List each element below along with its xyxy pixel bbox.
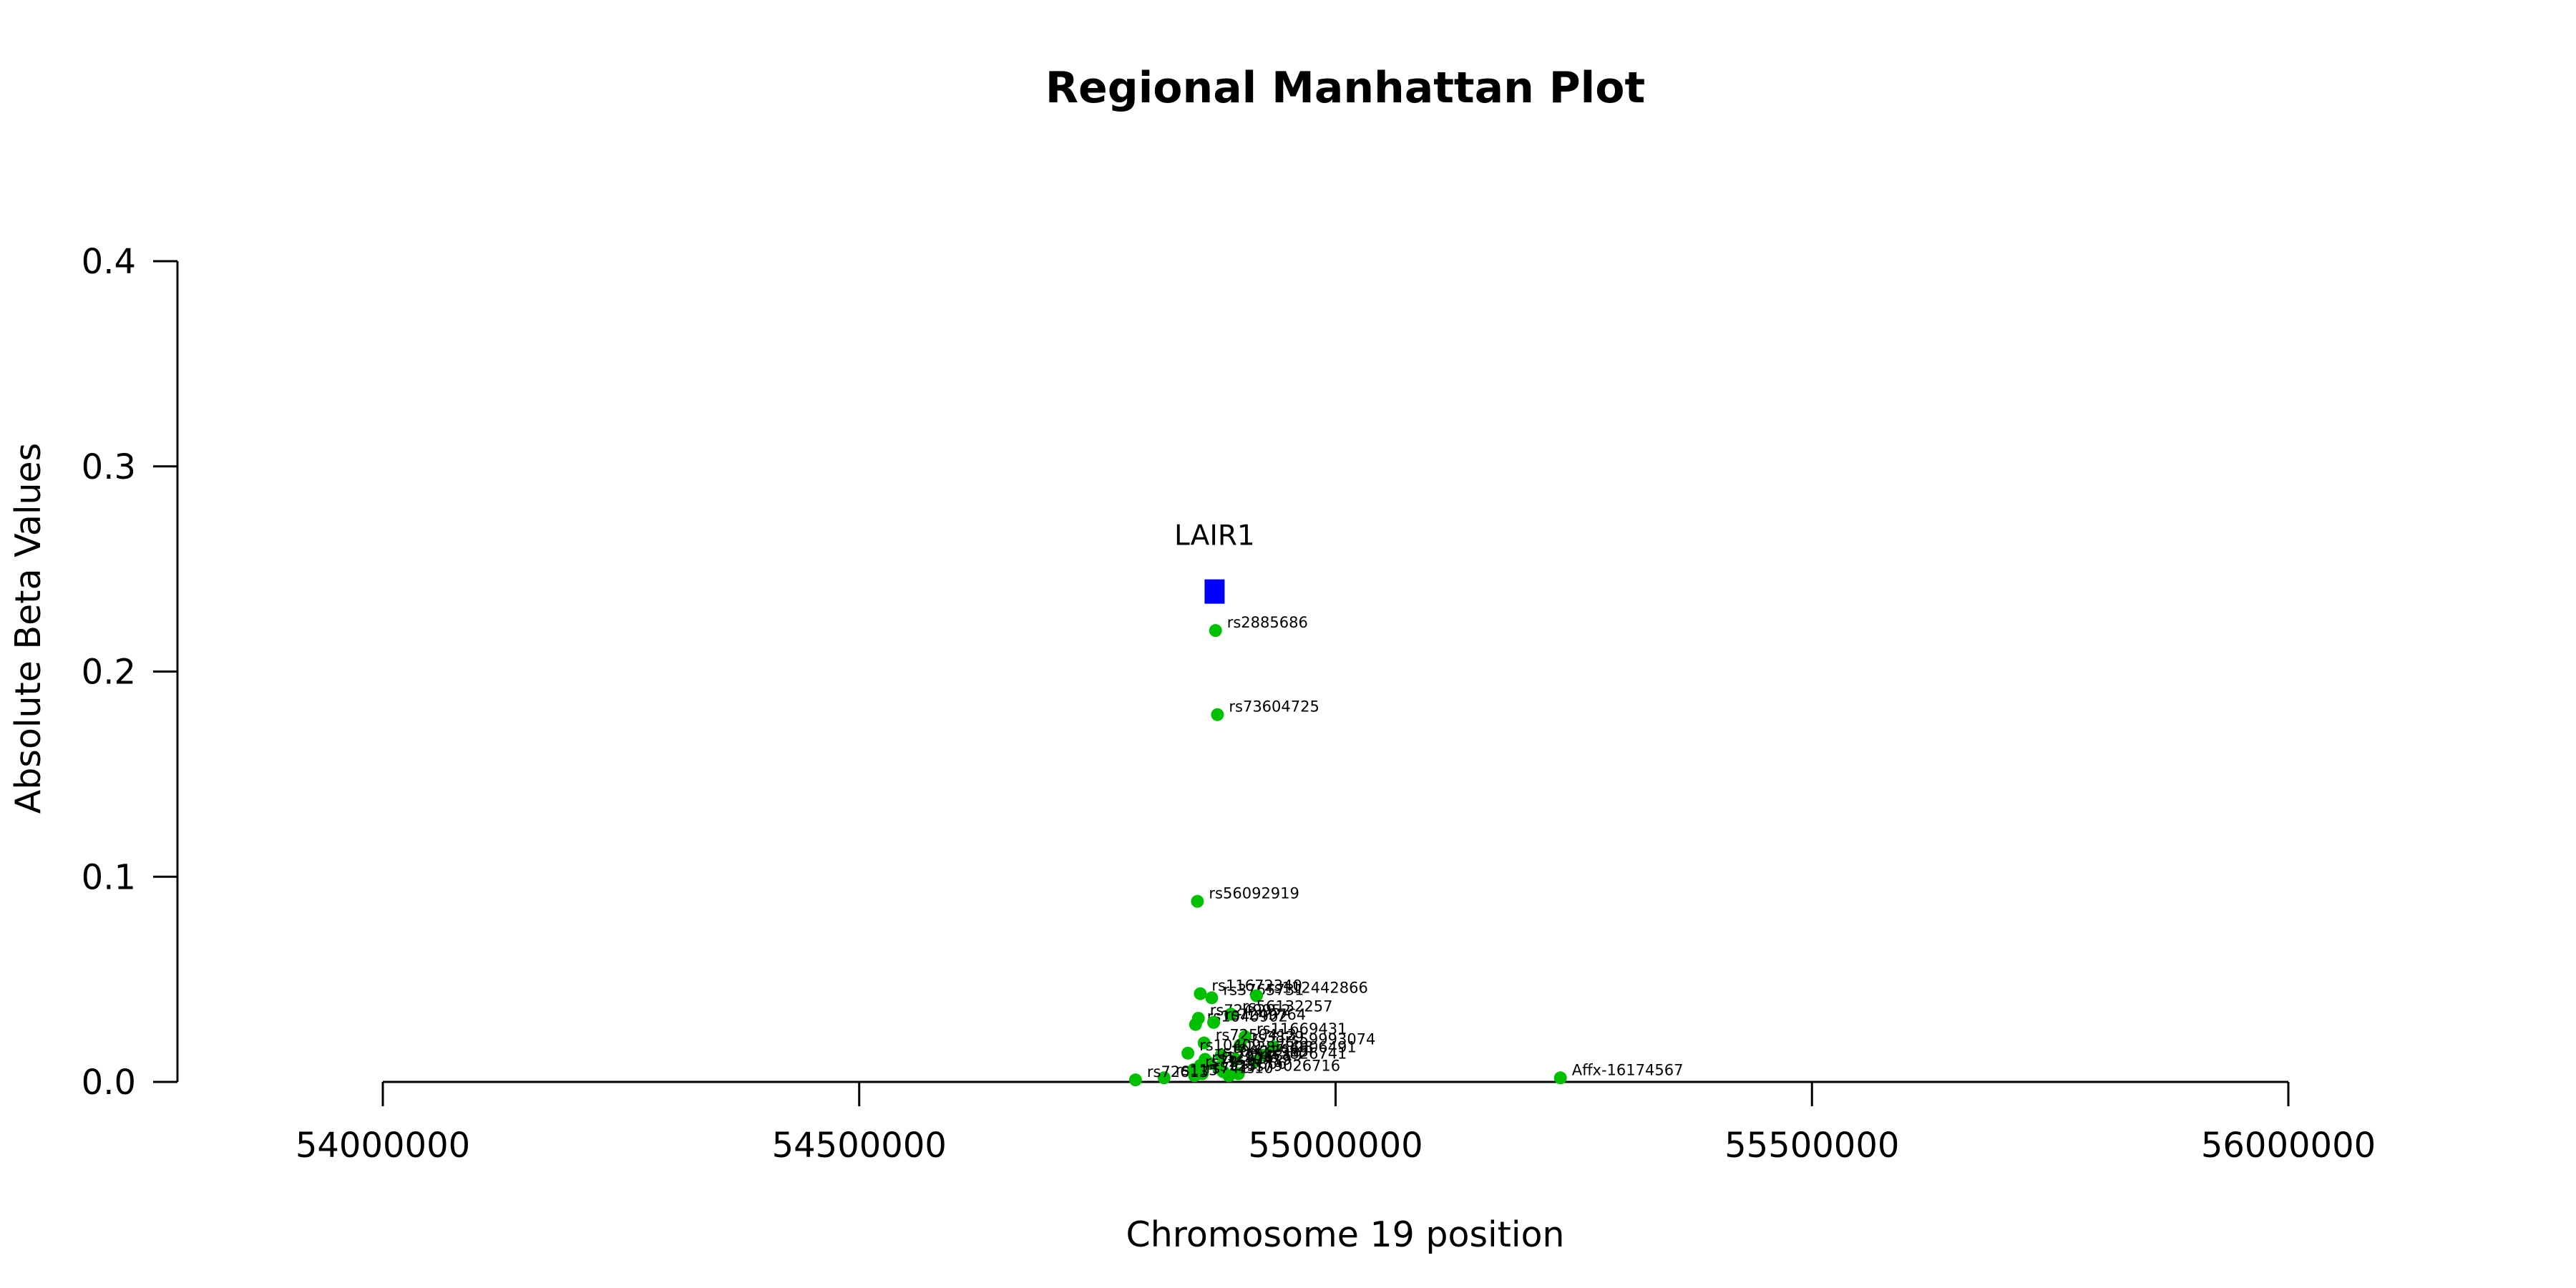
snp-point [1197, 1036, 1211, 1050]
snp-point [1224, 1008, 1238, 1021]
snp-point [1267, 1040, 1280, 1054]
x-axis: 54000000 54500000 55000000 55500000 56000000 [296, 1080, 2376, 1166]
snp-point [1181, 1046, 1195, 1060]
y-tick-label: 0.3 [82, 447, 136, 487]
snp-point [1194, 987, 1207, 1000]
snp-label: rs7249952 [1210, 1002, 1291, 1019]
snp-label: rs79026716 [1250, 1058, 1340, 1075]
snp-label: rs7249764 [1225, 1006, 1306, 1023]
y-tick-label: 0.4 [82, 242, 136, 282]
snp-label: rs1866 [1234, 1055, 1287, 1073]
points-layer: rs2885686rs73604725rs56092919rs11672340r… [1128, 614, 1684, 1087]
snp-label: rs7254819 [1221, 1047, 1302, 1064]
gene-label: LAIR1 [1174, 520, 1255, 552]
snp-label: rs1040902 [1207, 1008, 1288, 1025]
snp-label: Affx-16174567 [1572, 1061, 1684, 1078]
snp-label: rs3765731 [1223, 981, 1304, 998]
x-tick-label: 54500000 [772, 1126, 947, 1166]
snp-label: rs3826741 [1266, 1045, 1347, 1062]
snp-point [1128, 1073, 1142, 1087]
chart-title: Regional Manhattan Plot [1045, 63, 1645, 113]
gene-marker [1204, 579, 1225, 604]
snp-point [1191, 894, 1204, 908]
snp-label: rs2885686 [1227, 614, 1308, 631]
snp-label: rs73604725 [1229, 698, 1319, 716]
snp-label: rs11669431 [1257, 1020, 1347, 1038]
snp-label: rs56132257 [1242, 997, 1332, 1015]
snp-point [1189, 1018, 1202, 1031]
snp-label: rs7250413 [1216, 1027, 1297, 1044]
y-tick-label: 0.0 [82, 1063, 136, 1103]
snp-point [1222, 1069, 1236, 1083]
snp-label: rs112442866 [1268, 980, 1368, 997]
x-tick-label: 55000000 [1248, 1126, 1423, 1166]
snp-point [1234, 1038, 1247, 1052]
snp-point [1209, 624, 1222, 638]
snp-point [1257, 1048, 1271, 1062]
snp-point [1188, 1069, 1201, 1083]
snp-label: rs4806491 [1276, 1039, 1357, 1056]
x-tick-label: 55500000 [1724, 1126, 1899, 1166]
snp-label: rs10409 [1199, 1037, 1261, 1054]
gene-layer: LAIR1 [1174, 520, 1255, 604]
snp-label: rs10421 [1216, 1043, 1278, 1060]
snp-label: rs125 [1214, 1058, 1257, 1075]
snp-label: rs2287828 [1233, 1039, 1314, 1056]
x-axis-title: Chromosome 19 position [1126, 1214, 1564, 1255]
snp-label: rs59993074 [1285, 1030, 1375, 1048]
y-axis: 0.0 0.1 0.2 0.3 0.4 [82, 242, 179, 1103]
snp-point [1249, 989, 1263, 1002]
snp-point [1211, 708, 1224, 721]
x-tick-label: 56000000 [2201, 1126, 2376, 1166]
y-axis-title: Absolute Beta Values [8, 443, 49, 814]
snp-label: rs10 [1240, 1059, 1273, 1076]
y-tick-label: 0.1 [82, 857, 136, 897]
snp-point [1214, 1048, 1228, 1062]
snp-point [1157, 1071, 1171, 1085]
snp-point [1229, 1053, 1242, 1066]
x-tick-label: 54000000 [296, 1126, 470, 1166]
snp-label: rs741 [1206, 1059, 1249, 1076]
snp-label: rs72613 [1147, 1063, 1209, 1080]
snp-point [1205, 991, 1219, 1005]
snp-label: rs115 [1176, 1061, 1219, 1078]
y-tick-label: 0.2 [82, 653, 136, 693]
snp-point [1207, 1015, 1221, 1029]
snp-point [1553, 1071, 1567, 1085]
snp-point [1248, 1055, 1262, 1068]
snp-label: rs10419 [1230, 1051, 1292, 1068]
snp-label: rs56092919 [1209, 885, 1299, 902]
